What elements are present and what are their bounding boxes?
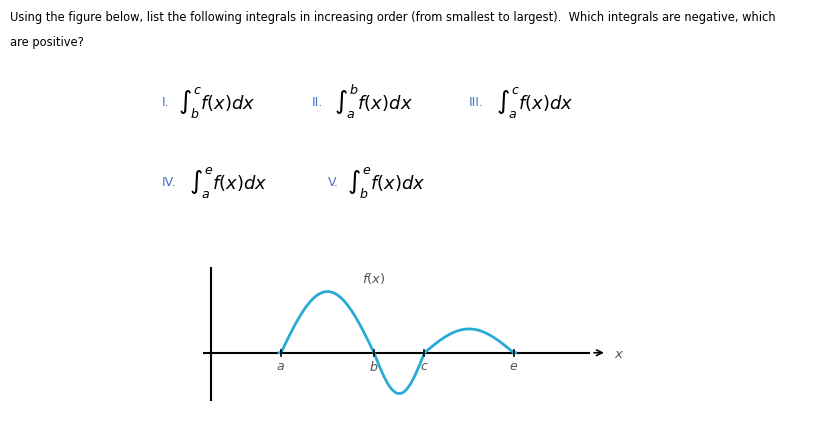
Text: $b$: $b$	[369, 360, 378, 374]
Text: $e$: $e$	[509, 360, 518, 374]
Text: $f(x)$: $f(x)$	[363, 272, 386, 286]
Text: V.: V.	[328, 176, 339, 189]
Text: II.: II.	[311, 96, 323, 108]
Text: $\int_{b}^{e} f\left(x\right)dx$: $\int_{b}^{e} f\left(x\right)dx$	[347, 165, 426, 200]
Text: $a$: $a$	[276, 360, 286, 374]
Text: III.: III.	[469, 96, 484, 108]
Text: $c$: $c$	[420, 360, 429, 374]
Text: $x$: $x$	[614, 348, 625, 361]
Text: $\int_{b}^{c} f\left(x\right)dx$: $\int_{b}^{c} f\left(x\right)dx$	[178, 85, 256, 119]
Text: IV.: IV.	[162, 176, 176, 189]
Text: $\int_{a}^{b} f\left(x\right)dx$: $\int_{a}^{b} f\left(x\right)dx$	[334, 83, 413, 121]
Text: $\int_{a}^{e} f\left(x\right)dx$: $\int_{a}^{e} f\left(x\right)dx$	[189, 165, 268, 200]
Text: I.: I.	[162, 96, 169, 108]
Text: $\int_{a}^{c} f\left(x\right)dx$: $\int_{a}^{c} f\left(x\right)dx$	[496, 85, 574, 119]
Text: are positive?: are positive?	[10, 36, 84, 49]
Text: Using the figure below, list the following integrals in increasing order (from s: Using the figure below, list the followi…	[10, 11, 775, 24]
